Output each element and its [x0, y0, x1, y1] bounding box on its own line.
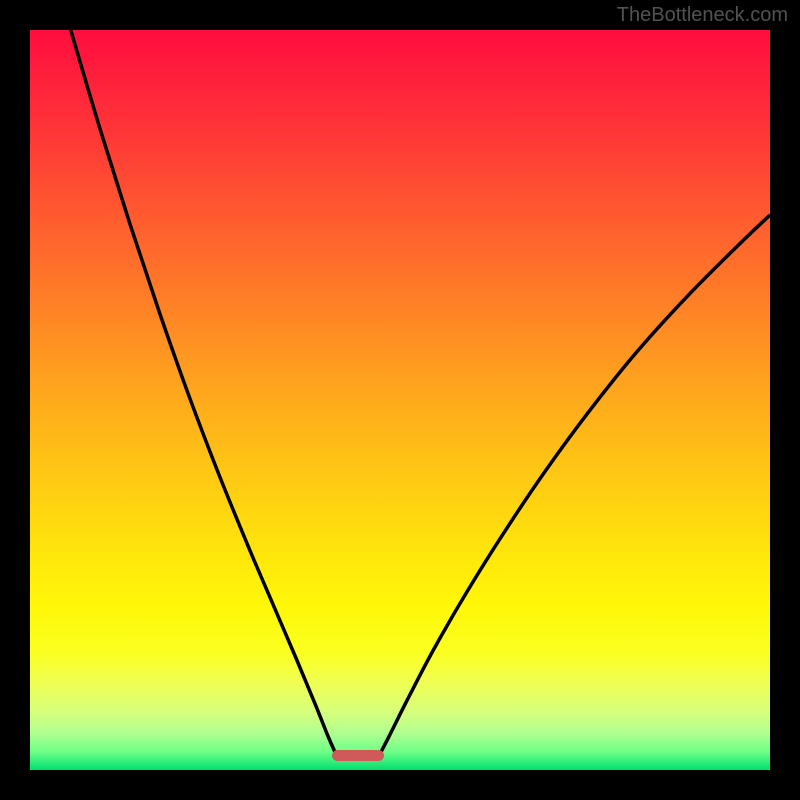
optimal-marker [332, 750, 384, 761]
plot-area [30, 30, 770, 770]
curve-left-branch [71, 30, 337, 755]
bottleneck-curve [30, 30, 770, 770]
watermark-text: TheBottleneck.com [617, 4, 788, 27]
curve-right-branch [379, 215, 770, 755]
